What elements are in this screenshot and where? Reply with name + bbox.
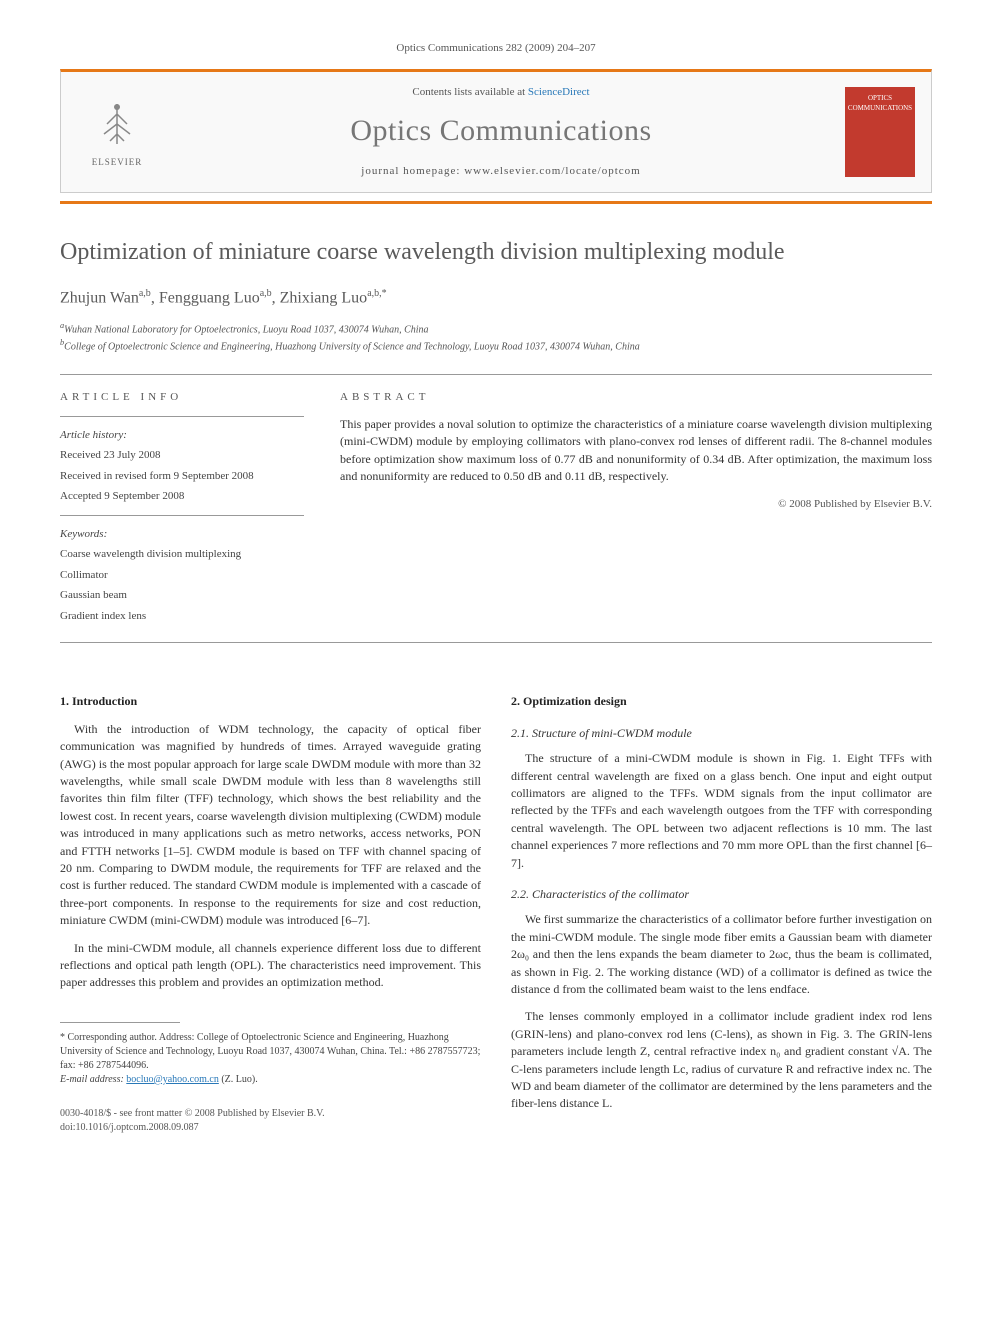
abstract-heading: ABSTRACT (340, 389, 932, 406)
footnote-separator (60, 1022, 180, 1023)
author-3-aff: a,b,* (367, 288, 386, 299)
section-2-1-heading: 2.1. Structure of mini-CWDM module (511, 725, 932, 742)
contents-available-line: Contents lists available at ScienceDirec… (157, 84, 845, 101)
info-abstract-row: ARTICLE INFO Article history: Received 2… (60, 374, 932, 643)
keywords-label: Keywords: (60, 526, 304, 543)
history-label: Article history: (60, 427, 304, 444)
orange-divider-bar (60, 201, 932, 204)
author-1: Zhujun Wan (60, 289, 139, 306)
info-divider-2 (60, 515, 304, 516)
footer-front-matter: 0030-4018/$ - see front matter © 2008 Pu… (60, 1107, 481, 1121)
sciencedirect-link[interactable]: ScienceDirect (528, 86, 590, 98)
affiliations: aWuhan National Laboratory for Optoelect… (60, 320, 932, 355)
journal-homepage: journal homepage: www.elsevier.com/locat… (157, 163, 845, 180)
article-title: Optimization of miniature coarse wavelen… (60, 234, 932, 270)
abstract-copyright: © 2008 Published by Elsevier B.V. (340, 496, 932, 513)
cover-label-top: OPTICS (868, 93, 892, 104)
section-1-heading: 1. Introduction (60, 693, 481, 710)
section-2-1-p1: The structure of a mini-CWDM module is s… (511, 750, 932, 872)
column-right: 2. Optimization design 2.1. Structure of… (511, 693, 932, 1134)
affiliation-a: aWuhan National Laboratory for Optoelect… (60, 320, 932, 337)
journal-title: Optics Communications (157, 108, 845, 153)
section-1-p1: With the introduction of WDM technology,… (60, 721, 481, 930)
section-2-2-heading: 2.2. Characteristics of the collimator (511, 886, 932, 903)
footer-doi: doi:10.1016/j.optcom.2008.09.087 (60, 1121, 481, 1135)
corresponding-email-link[interactable]: bocluo@yahoo.com.cn (126, 1074, 219, 1085)
homepage-url: www.elsevier.com/locate/optcom (464, 165, 641, 177)
affiliation-b-text: College of Optoelectronic Science and En… (64, 341, 640, 352)
article-info-heading: ARTICLE INFO (60, 389, 304, 406)
keyword-2: Collimator (60, 567, 304, 584)
author-2-aff: a,b (260, 288, 272, 299)
history-accepted: Accepted 9 September 2008 (60, 488, 304, 505)
email-suffix: (Z. Luo). (221, 1074, 257, 1085)
keyword-1: Coarse wavelength division multiplexing (60, 546, 304, 563)
section-1-p2: In the mini-CWDM module, all channels ex… (60, 940, 481, 992)
affiliation-b: bCollege of Optoelectronic Science and E… (60, 337, 932, 354)
keyword-4: Gradient index lens (60, 608, 304, 625)
abstract-text: This paper provides a noval solution to … (340, 416, 932, 486)
header-center: Contents lists available at ScienceDirec… (157, 84, 845, 180)
affiliation-a-text: Wuhan National Laboratory for Optoelectr… (64, 324, 428, 335)
author-3: Zhixiang Luo (280, 289, 368, 306)
publisher-logo-block: ELSEVIER (77, 94, 157, 170)
header-citation: Optics Communications 282 (2009) 204–207 (60, 40, 932, 57)
cover-label-bottom: COMMUNICATIONS (848, 103, 912, 114)
section-2-2-p2: The lenses commonly employed in a collim… (511, 1008, 932, 1112)
info-divider (60, 416, 304, 417)
history-revised: Received in revised form 9 September 200… (60, 468, 304, 485)
contents-prefix: Contents lists available at (412, 86, 527, 98)
homepage-prefix: journal homepage: (361, 165, 464, 177)
author-1-aff: a,b (139, 288, 151, 299)
elsevier-tree-icon (87, 94, 147, 154)
authors-line: Zhujun Wana,b, Fengguang Luoa,b, Zhixian… (60, 286, 932, 310)
footnote-corr-text: * Corresponding author. Address: College… (60, 1031, 481, 1073)
publisher-name: ELSEVIER (92, 156, 143, 170)
email-label: E-mail address: (60, 1074, 124, 1085)
body-two-columns: 1. Introduction With the introduction of… (60, 693, 932, 1134)
column-left: 1. Introduction With the introduction of… (60, 693, 481, 1134)
journal-cover-thumbnail: OPTICS COMMUNICATIONS (845, 87, 915, 177)
journal-header-box: ELSEVIER Contents lists available at Sci… (60, 69, 932, 193)
corresponding-author-footnote: * Corresponding author. Address: College… (60, 1031, 481, 1087)
section-2-heading: 2. Optimization design (511, 693, 932, 710)
article-info-panel: ARTICLE INFO Article history: Received 2… (60, 375, 320, 642)
keyword-3: Gaussian beam (60, 587, 304, 604)
abstract-panel: ABSTRACT This paper provides a noval sol… (320, 375, 932, 642)
author-2: Fengguang Luo (159, 289, 260, 306)
history-received: Received 23 July 2008 (60, 447, 304, 464)
footer-meta: 0030-4018/$ - see front matter © 2008 Pu… (60, 1107, 481, 1135)
footnote-email-line: E-mail address: bocluo@yahoo.com.cn (Z. … (60, 1073, 481, 1087)
section-2-2-p1: We first summarize the characteristics o… (511, 911, 932, 998)
